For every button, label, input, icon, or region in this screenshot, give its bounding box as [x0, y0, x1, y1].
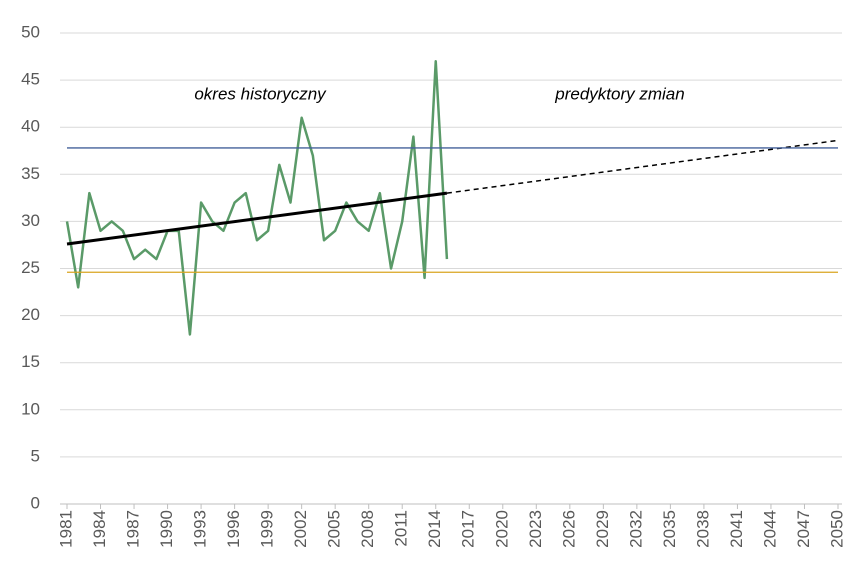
y-tick-label: 40 — [21, 117, 40, 136]
x-tick-label: 1981 — [56, 510, 75, 548]
x-tick-label: 2023 — [526, 510, 545, 548]
series-line — [446, 139, 839, 194]
y-tick-label: 20 — [21, 305, 40, 324]
y-tick-label: 35 — [21, 164, 40, 183]
y-tick-label: 15 — [21, 352, 40, 371]
y-tick-label: 10 — [21, 399, 40, 418]
y-tick-label: 30 — [21, 211, 40, 230]
x-tick-label: 2050 — [827, 510, 846, 548]
x-tick-label: 2014 — [425, 510, 444, 548]
x-tick-label: 2029 — [593, 510, 612, 548]
x-tick-label: 1999 — [258, 510, 277, 548]
y-tick-label: 5 — [31, 446, 40, 465]
series-line — [65, 60, 449, 336]
x-tick-label: 2038 — [693, 510, 712, 548]
x-tick-label: 2020 — [492, 510, 511, 548]
x-tick-label: 2008 — [358, 510, 377, 548]
x-tick-label: 2047 — [794, 510, 813, 548]
x-tick-label: 2011 — [392, 510, 411, 547]
y-tick-label: 45 — [21, 70, 40, 89]
x-tick-label: 2005 — [325, 510, 344, 548]
y-tick-label: 0 — [31, 493, 40, 512]
x-tick-label: 1987 — [124, 510, 143, 548]
annotation: okres historyczny — [194, 84, 327, 103]
x-tick-label: 1990 — [157, 510, 176, 548]
x-tick-label: 1993 — [191, 510, 210, 548]
x-tick-label: 2032 — [626, 510, 645, 548]
x-tick-label: 2002 — [291, 510, 310, 548]
x-tick-label: 2017 — [459, 510, 478, 548]
x-tick-label: 2041 — [727, 510, 746, 548]
x-tick-label: 1996 — [224, 510, 243, 548]
x-tick-label: 2044 — [760, 510, 779, 548]
x-tick-label: 1984 — [90, 510, 109, 548]
series-line — [66, 191, 448, 246]
y-tick-label: 50 — [21, 22, 40, 41]
x-tick-label: 2035 — [660, 510, 679, 548]
y-tick-label: 25 — [21, 258, 40, 277]
x-tick-label: 2026 — [559, 510, 578, 548]
annotation: predyktory zmian — [554, 84, 684, 103]
